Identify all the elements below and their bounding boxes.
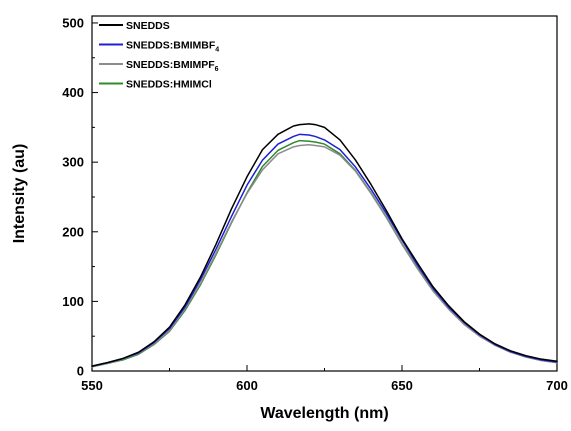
series-line xyxy=(91,133,558,367)
x-tick-label: 700 xyxy=(546,378,568,393)
y-tick-label: 300 xyxy=(62,155,84,170)
legend-label: SNEDDS:BMIMPF6 xyxy=(126,59,219,73)
series-line xyxy=(91,123,558,367)
y-tick-label: 0 xyxy=(77,364,84,379)
series-line xyxy=(91,144,558,368)
series-line xyxy=(91,139,558,368)
x-axis-title: Wavelength (nm) xyxy=(260,405,388,422)
legend-label: SNEDDS:BMIMBF4 xyxy=(126,40,219,54)
legend-label: SNEDDS xyxy=(126,20,170,32)
axis-tick-labels: 550 600 650 700 0 100 200 300 400 500 xyxy=(62,15,568,393)
y-tick-label: 100 xyxy=(62,294,84,309)
legend: SNEDDS SNEDDS:BMIMBF4 SNEDDS:BMIMPF6 SNEDDS… xyxy=(99,20,219,91)
x-tick-label: 650 xyxy=(391,378,413,393)
x-tick-label: 550 xyxy=(81,378,103,393)
y-axis-title: Intensity (au) xyxy=(11,144,28,244)
y-tick-label: 400 xyxy=(62,85,84,100)
y-tick-label: 200 xyxy=(62,224,84,239)
legend-label: SNEDDS:HMIMCl xyxy=(126,79,212,91)
axis-ticks xyxy=(91,22,558,372)
series-lines xyxy=(91,123,558,368)
x-tick-label: 600 xyxy=(236,378,258,393)
y-tick-label: 500 xyxy=(62,15,84,30)
